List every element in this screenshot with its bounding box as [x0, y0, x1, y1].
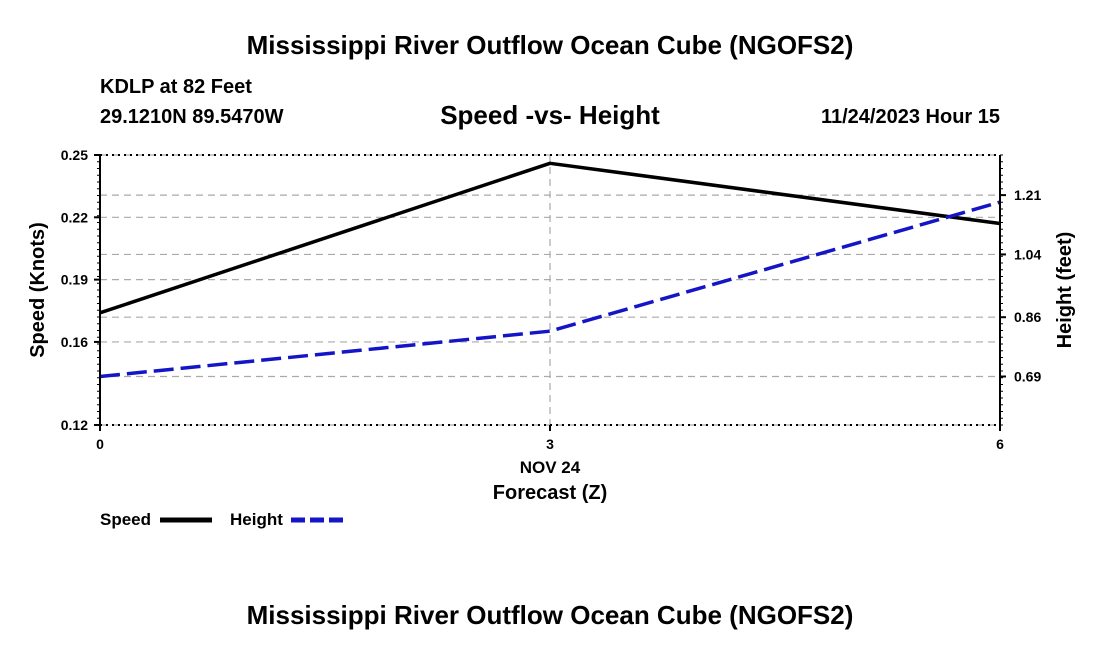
y2-tick-label: 0.86 — [1014, 309, 1041, 325]
x-date-label: NOV 24 — [519, 458, 581, 477]
main-title: Mississippi River Outflow Ocean Cube (NG… — [246, 30, 854, 60]
x-tick-label: 3 — [546, 436, 554, 452]
y-axis-title: Speed (Knots) — [27, 222, 49, 358]
y2-tick-label: 1.21 — [1014, 187, 1041, 203]
station-label: KDLP at 82 Feet — [100, 76, 252, 98]
grid-layer — [100, 154, 1000, 426]
legend-speed-label: Speed — [100, 510, 152, 529]
y-tick-label: 0.16 — [61, 334, 88, 350]
footer-title: Mississippi River Outflow Ocean Cube (NG… — [246, 600, 854, 630]
y-tick-label: 0.25 — [61, 147, 88, 163]
series-layer — [99, 161, 1001, 379]
legend-height-label: Height — [230, 510, 283, 529]
y-tick-label: 0.19 — [61, 272, 88, 288]
y-tick-label: 0.22 — [61, 209, 88, 225]
y-tick-label: 0.12 — [61, 417, 88, 433]
series-height-line — [99, 200, 1001, 379]
y2-axis-title: Height (feet) — [1054, 232, 1076, 349]
datetime-label: 11/24/2023 Hour 15 — [820, 106, 1000, 128]
chart-subtitle: Speed -vs- Height — [440, 100, 660, 130]
axes-layer — [94, 154, 1006, 431]
y2-tick-label: 0.69 — [1014, 369, 1041, 385]
y2-tick-label: 1.04 — [1014, 246, 1041, 262]
x-tick-label: 6 — [996, 436, 1004, 452]
series-speed-line — [99, 161, 1001, 315]
coordinates-label: 29.1210N 89.5470W — [100, 106, 284, 128]
labels-layer: 0.12 0.16 0.19 0.22 0.25 0.69 0.86 1.04 1.21 0 3 6 — [61, 147, 1042, 452]
x-axis-title: Forecast (Z) — [492, 482, 608, 504]
x-tick-label: 0 — [96, 436, 104, 452]
